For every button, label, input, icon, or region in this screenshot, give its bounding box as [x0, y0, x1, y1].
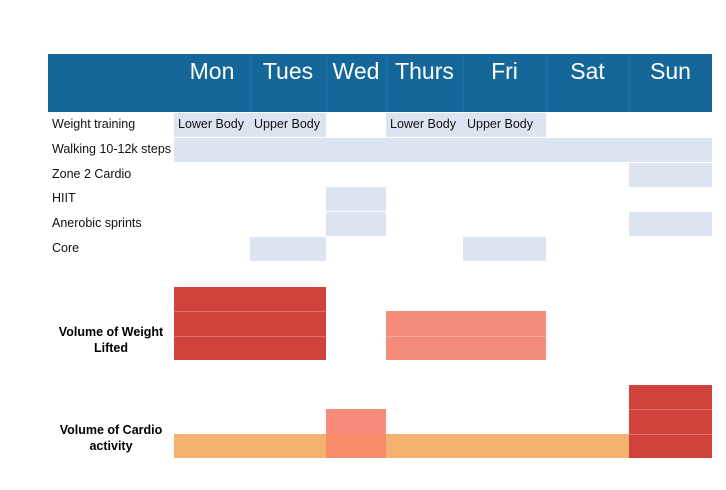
schedule-cell [250, 237, 326, 261]
volume-bar-divider [629, 409, 712, 411]
volume-bar-sat [546, 433, 629, 458]
volume-bar-mon [174, 433, 250, 458]
schedule-cell [326, 212, 386, 237]
volume-bar-thurs [386, 311, 463, 360]
day-header-fri: Fri [491, 58, 518, 84]
schedule-cell-text: Upper Body [254, 117, 321, 131]
header-separator [326, 54, 327, 112]
activity-label: Core [52, 241, 80, 255]
day-header-sun: Sun [650, 58, 691, 84]
day-header-tues: Tues [262, 58, 314, 84]
volume-cardio-label: Volume of Cardio activity [59, 423, 163, 453]
volume-weight-label: Volume of Weight Lifted [58, 325, 164, 355]
volume-bar-divider [629, 433, 712, 435]
schedule-cell-text: Lower Body [390, 117, 457, 131]
volume-bar-divider [250, 335, 326, 337]
volume-bar-divider [250, 311, 326, 313]
volume-bar-wed-base [326, 433, 386, 458]
day-header-bar [48, 54, 712, 112]
schedule-cell-text: Lower Body [178, 117, 245, 131]
schedule-cell-text: Upper Body [467, 117, 534, 131]
day-header-thurs: Thurs [395, 58, 454, 84]
schedule-cell [386, 137, 463, 162]
header-separator [386, 54, 387, 112]
schedule-cell [463, 237, 546, 261]
activity-label: Walking 10-12k steps [52, 141, 172, 156]
schedule-cell [174, 113, 250, 137]
volume-bar-thurs [386, 433, 463, 458]
volume-bar-tues [250, 433, 326, 458]
schedule-cell [174, 137, 250, 162]
activity-label: Weight training [52, 117, 136, 131]
header-separator [250, 54, 251, 112]
day-header-sat: Sat [570, 58, 605, 84]
schedule-cell [250, 137, 326, 162]
schedule-cell [463, 113, 546, 137]
header-separator [629, 54, 630, 112]
schedule-cell [326, 137, 386, 162]
activity-label: HIIT [52, 191, 76, 206]
activity-label: Anerobic sprints [52, 216, 142, 231]
volume-bar-divider [174, 335, 250, 337]
header-separator [546, 54, 547, 112]
activity-label: Zone 2 Cardio [52, 166, 132, 181]
volume-bar-divider [386, 335, 463, 337]
schedule-cell [546, 137, 629, 162]
header-separator [463, 54, 464, 112]
volume-bar-mon [174, 286, 250, 360]
schedule-cell [629, 162, 712, 187]
schedule-cell [463, 137, 546, 162]
volume-bar-fri [463, 433, 546, 458]
volume-bar-divider [463, 335, 546, 337]
schedule-cell [326, 187, 386, 212]
schedule-cell [250, 113, 326, 137]
volume-bar-tues [250, 286, 326, 360]
volume-bar-divider [174, 311, 250, 313]
schedule-cell [629, 137, 712, 162]
day-header-wed: Wed [332, 58, 380, 84]
schedule-cell [386, 113, 463, 137]
volume-bar-fri [463, 311, 546, 360]
schedule-cell [629, 212, 712, 237]
volume-bar-sun [629, 384, 712, 458]
day-header-mon: Mon [189, 58, 235, 84]
